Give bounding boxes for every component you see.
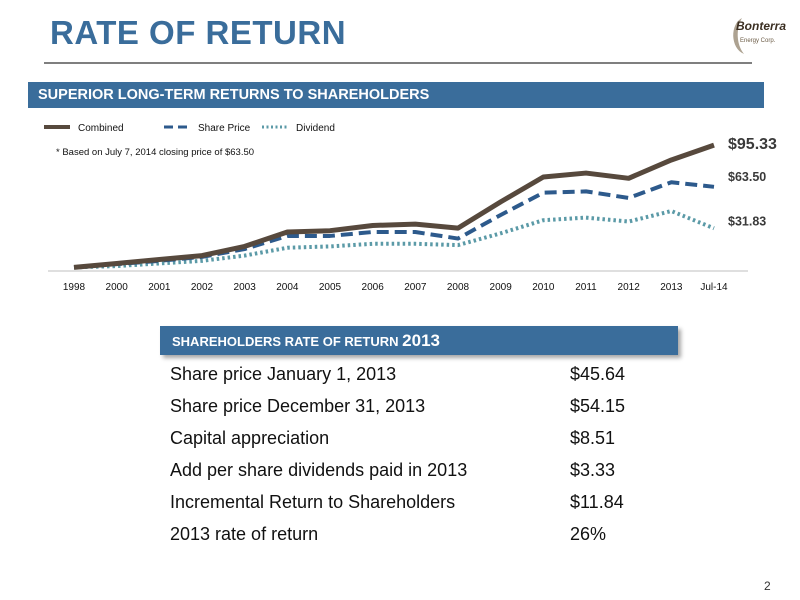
logo-text: Bonterra	[736, 19, 786, 33]
x-tick-label: 2005	[319, 282, 342, 293]
row-value: $45.64	[570, 364, 626, 384]
row-value: 26%	[570, 524, 607, 544]
x-tick-label: 2010	[532, 282, 555, 293]
x-axis-ticks: 1998 2000 2001 2002 2003 2004 2005 2006 2007 2008…	[63, 282, 728, 293]
logo-subtext: Energy Corp.	[740, 38, 776, 44]
company-logo: Bonterra Energy Corp.	[733, 18, 786, 54]
end-value-label: $63.50	[728, 170, 766, 184]
returns-panel-header: SHAREHOLDERS RATE OF RETURN 2013	[160, 326, 678, 355]
returns-panel-year: 2013	[402, 331, 440, 350]
x-tick-label: 2003	[234, 282, 257, 293]
page-title: Rate of Return	[50, 14, 346, 52]
x-tick-label: Jul-14	[700, 282, 728, 293]
title-divider	[44, 62, 752, 64]
x-tick-label: 2012	[618, 282, 641, 293]
end-value-label: $31.83	[728, 214, 766, 228]
page-number: 2	[764, 579, 771, 593]
x-tick-label: 2000	[106, 282, 129, 293]
row-value: $8.51	[570, 428, 616, 448]
section-banner: SUPERIOR LONG-TERM RETURNS TO SHAREHOLDE…	[28, 82, 764, 108]
x-tick-label: 2006	[362, 282, 385, 293]
x-tick-label: 1998	[63, 282, 86, 293]
legend-label: Share Price	[198, 123, 251, 134]
chart-legend: Combined Share Price Dividend	[44, 123, 335, 134]
row-label: Capital appreciation	[170, 428, 330, 448]
line-chart: Combined Share Price Dividend * Based on J…	[44, 123, 777, 293]
table-row: Add per share dividends paid in 2013 $3.3…	[170, 456, 670, 488]
x-tick-label: 2001	[148, 282, 171, 293]
row-label: Share price January 1, 2013	[170, 364, 397, 384]
series-line-share-price	[73, 180, 715, 270]
row-label: 2013 rate of return	[170, 524, 319, 544]
end-value-label: $95.33	[728, 136, 777, 153]
row-label: Incremental Return to Shareholders	[170, 492, 456, 512]
x-tick-label: 2011	[575, 282, 597, 293]
table-row: Share price January 1, 2013 $45.64	[170, 360, 670, 392]
x-tick-label: 2004	[276, 282, 299, 293]
returns-table: Share price January 1, 2013 $45.64 Share p…	[170, 360, 670, 552]
row-value: $3.33	[570, 460, 616, 480]
chart-note: * Based on July 7, 2014 closing price of…	[56, 147, 254, 158]
table-row: Capital appreciation $8.51	[170, 424, 670, 456]
x-tick-label: 2007	[404, 282, 427, 293]
x-tick-label: 2009	[490, 282, 513, 293]
end-labels: $95.33 $63.50 $31.83	[728, 136, 777, 228]
legend-label: Combined	[78, 123, 124, 134]
row-label: Add per share dividends paid in 2013	[170, 460, 468, 480]
returns-panel-title: SHAREHOLDERS RATE OF RETURN	[172, 334, 399, 349]
x-tick-label: 2002	[191, 282, 214, 293]
legend-label: Dividend	[296, 123, 335, 134]
series-line-combined	[73, 142, 715, 270]
series-layer	[73, 142, 715, 270]
page-title-text: Rate of Return	[50, 14, 347, 51]
x-tick-label: 2008	[447, 282, 470, 293]
table-row: 2013 rate of return 26%	[170, 520, 670, 552]
series-line-dividend	[73, 209, 715, 270]
row-value: $54.15	[570, 396, 626, 416]
table-row: Incremental Return to Shareholders $11.84	[170, 488, 670, 520]
row-value: $11.84	[570, 492, 624, 512]
x-tick-label: 2013	[660, 282, 683, 293]
table-row: Share price December 31, 2013 $54.15	[170, 392, 670, 424]
row-label: Share price December 31, 2013	[170, 396, 426, 416]
section-banner-text: SUPERIOR LONG-TERM RETURNS TO SHAREHOLDE…	[38, 87, 430, 103]
